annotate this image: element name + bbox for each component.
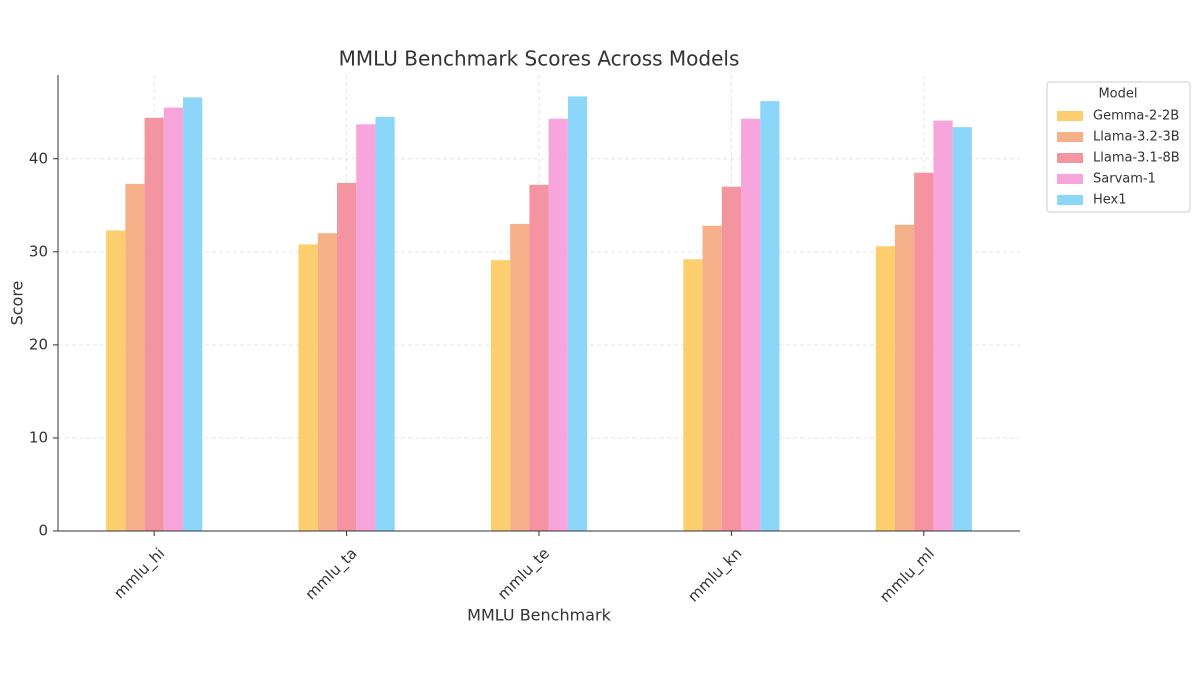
- x-axis-label: MMLU Benchmark: [467, 606, 611, 625]
- y-axis-label: Score: [8, 281, 27, 326]
- legend-label: Llama-3.1-8B: [1093, 151, 1180, 166]
- bar: [567, 96, 588, 531]
- bar: [106, 230, 126, 532]
- legend: Model Gemma-2-2B Llama-3.2-3B Llama-3.1-8B S…: [1046, 81, 1191, 213]
- legend-swatch: [1057, 195, 1083, 205]
- legend-title: Model: [1098, 87, 1137, 102]
- legend-swatch: [1057, 132, 1083, 142]
- legend-swatch: [1057, 174, 1083, 184]
- legend-swatch: [1057, 153, 1083, 163]
- bar: [298, 244, 318, 531]
- y-tick-label: 10: [29, 428, 48, 446]
- legend-label: Llama-3.2-3B: [1093, 130, 1180, 145]
- bar: [510, 223, 530, 532]
- bar: [683, 259, 703, 531]
- bar: [529, 184, 549, 531]
- bar: [125, 183, 145, 531]
- legend-label: Gemma-2-2B: [1093, 109, 1179, 124]
- y-tick-label: 30: [29, 242, 48, 260]
- y-tick-label: 0: [38, 522, 48, 540]
- bar: [490, 260, 511, 531]
- x-tick-label: mmlu_kn: [684, 544, 746, 606]
- x-tick-label: mmlu_hi: [110, 544, 169, 603]
- bar: [914, 172, 934, 531]
- bar: [933, 120, 953, 531]
- x-tick-label: mmlu_ta: [302, 544, 362, 604]
- x-tick-label: mmlu_te: [494, 544, 554, 604]
- x-tick-label: mmlu_ml: [876, 544, 938, 606]
- bar: [144, 117, 164, 531]
- legend-label: Sarvam-1: [1093, 172, 1156, 187]
- legend-label: Hex1: [1093, 193, 1127, 208]
- chart-title: MMLU Benchmark Scores Across Models: [339, 47, 740, 71]
- bar: [760, 101, 780, 532]
- bar: [356, 124, 376, 531]
- bar: [375, 116, 395, 531]
- legend-swatch: [1057, 111, 1083, 121]
- y-tick-label: 40: [29, 149, 48, 167]
- bar: [317, 233, 337, 531]
- bar: [702, 225, 722, 531]
- bar: [336, 182, 357, 531]
- y-tick-label: 20: [29, 335, 48, 353]
- bar: [741, 118, 761, 532]
- bar: [548, 118, 568, 532]
- bar: [875, 246, 895, 531]
- bar: [721, 186, 742, 531]
- bar: [952, 127, 972, 531]
- bar: [183, 97, 203, 532]
- bar: [894, 224, 915, 532]
- bar: [163, 107, 184, 532]
